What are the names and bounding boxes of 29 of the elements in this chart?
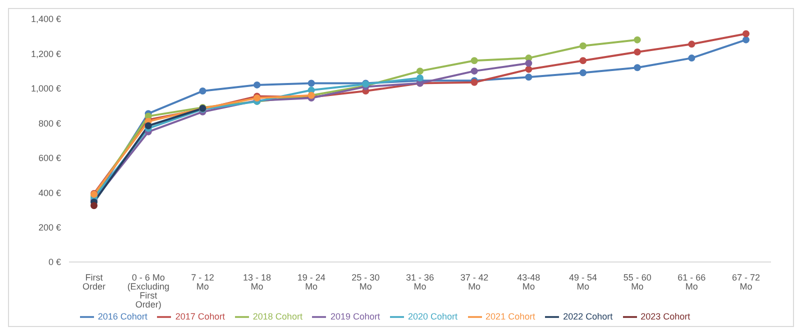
y-tick-label: 1,000 € bbox=[30, 84, 61, 94]
x-tick-label: 19 - 24 Mo bbox=[297, 272, 326, 292]
legend-label: 2020 Cohort bbox=[408, 311, 458, 322]
legend-label: 2017 Cohort bbox=[175, 311, 225, 322]
x-tick-label: 7 - 12 Mo bbox=[191, 272, 214, 292]
y-tick-label: 800 € bbox=[38, 118, 61, 128]
x-tick-label: 49 - 54 Mo bbox=[568, 272, 598, 292]
legend-label: 2016 Cohort bbox=[98, 311, 148, 322]
x-tick-label: 67 - 72 Mo bbox=[732, 272, 760, 292]
legend-label: 2019 Cohort bbox=[330, 311, 380, 322]
x-tick-label: 55 - 60 Mo bbox=[623, 272, 652, 292]
legend-label: 2018 Cohort bbox=[252, 311, 302, 322]
y-tick-label: 0 € bbox=[48, 257, 61, 268]
y-tick-label: 200 € bbox=[38, 222, 61, 232]
x-tick-label: First Order bbox=[82, 272, 106, 292]
x-tick-label: 25 - 30 Mo bbox=[352, 272, 380, 292]
x-tick-label: 61 - 66 Mo bbox=[678, 272, 706, 292]
y-tick-label: 1,200 € bbox=[30, 48, 61, 59]
x-tick-label: 43-48 Mo bbox=[517, 272, 540, 292]
legend-label: 2021 Cohort bbox=[486, 311, 536, 322]
legend-label: 2022 Cohort bbox=[563, 311, 613, 322]
y-tick-label: 600 € bbox=[38, 153, 61, 164]
y-tick-label: 1,400 € bbox=[30, 14, 61, 24]
y-tick-label: 400 € bbox=[38, 188, 61, 198]
legend-label: 2023 Cohort bbox=[640, 311, 690, 322]
x-tick-label: 0 - 6 Mo (Excluding First Order) bbox=[127, 272, 170, 310]
x-tick-label: 31 - 36 Mo bbox=[406, 272, 434, 292]
x-tick-label: 37 - 42 Mo bbox=[460, 272, 488, 292]
x-tick-label: 13 - 18 Mo bbox=[242, 272, 272, 292]
